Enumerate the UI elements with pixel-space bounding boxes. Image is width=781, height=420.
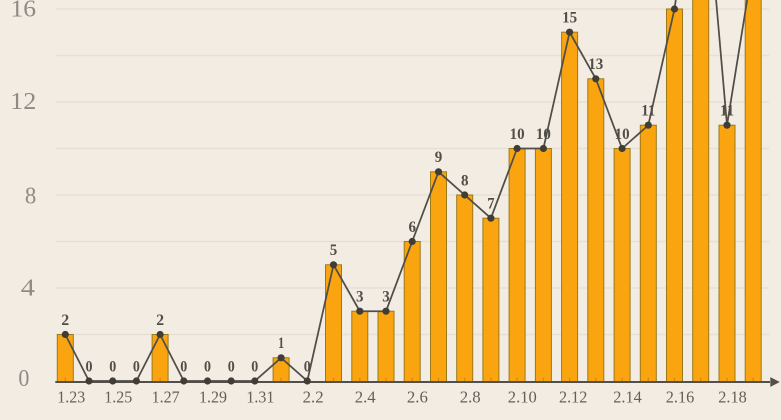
svg-text:0: 0: [204, 358, 211, 375]
svg-text:1.27: 1.27: [152, 388, 180, 407]
svg-text:16: 16: [11, 0, 37, 23]
svg-text:2.6: 2.6: [407, 388, 428, 407]
svg-text:16: 16: [667, 0, 682, 3]
svg-text:2.2: 2.2: [303, 388, 324, 407]
svg-text:1.23: 1.23: [57, 388, 85, 407]
svg-text:0: 0: [133, 358, 140, 375]
svg-text:0: 0: [228, 358, 235, 375]
svg-text:2.14: 2.14: [613, 388, 642, 407]
svg-text:3: 3: [382, 289, 390, 306]
svg-text:0: 0: [180, 358, 187, 375]
svg-text:13: 13: [588, 56, 603, 73]
svg-text:8: 8: [461, 172, 469, 189]
svg-text:12: 12: [10, 89, 36, 115]
svg-text:9: 9: [435, 149, 443, 166]
svg-text:1: 1: [278, 335, 284, 352]
svg-text:10: 10: [615, 126, 630, 143]
svg-text:3: 3: [356, 289, 364, 306]
svg-text:2.8: 2.8: [460, 388, 481, 407]
svg-text:2.16: 2.16: [666, 388, 695, 407]
svg-text:11: 11: [720, 103, 734, 120]
svg-text:5: 5: [330, 242, 338, 259]
svg-text:15: 15: [562, 10, 577, 27]
svg-text:1.25: 1.25: [104, 388, 132, 407]
svg-text:2.10: 2.10: [508, 388, 537, 407]
svg-text:2.4: 2.4: [355, 388, 376, 407]
svg-text:10: 10: [510, 126, 525, 143]
svg-text:2: 2: [156, 312, 164, 329]
svg-text:0: 0: [18, 366, 29, 392]
svg-text:10: 10: [536, 126, 551, 143]
svg-text:0: 0: [86, 358, 93, 375]
svg-text:1.29: 1.29: [199, 388, 227, 407]
svg-text:6: 6: [408, 219, 416, 236]
svg-text:0: 0: [251, 358, 258, 375]
svg-text:11: 11: [641, 103, 655, 120]
svg-text:2: 2: [61, 312, 69, 329]
svg-text:7: 7: [487, 196, 494, 213]
svg-text:4: 4: [21, 276, 35, 302]
svg-text:0: 0: [304, 358, 311, 375]
svg-text:2.12: 2.12: [559, 388, 588, 407]
svg-text:1.31: 1.31: [246, 388, 274, 407]
svg-text:0: 0: [109, 358, 116, 375]
svg-text:2.18: 2.18: [718, 388, 747, 407]
svg-text:8: 8: [25, 184, 36, 210]
